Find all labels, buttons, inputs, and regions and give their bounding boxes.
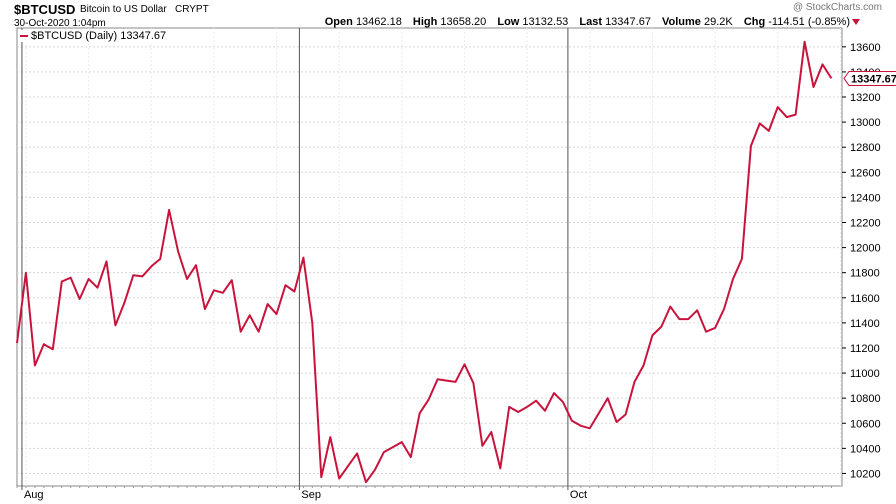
down-arrow-icon xyxy=(852,19,860,25)
y-tick-label: 10800 xyxy=(850,393,881,405)
chart-legend: $BTCUSD (Daily) 13347.67 xyxy=(20,30,167,42)
legend-text: $BTCUSD (Daily) 13347.67 xyxy=(31,30,167,42)
chart-datetime: 30-Oct-2020 1:04pm xyxy=(14,18,106,29)
ohlc-stats: Open 13462.18 High 13658.20 Low 13132.53… xyxy=(325,16,850,28)
low-value: 13132.53 xyxy=(522,16,569,28)
last-value-tag xyxy=(843,70,896,86)
chg-value: -114.51 (-0.85%) xyxy=(768,16,850,28)
price-line-series xyxy=(16,40,833,484)
y-tick-label: 11200 xyxy=(850,343,880,355)
y-tick-label: 12200 xyxy=(850,217,881,229)
y-tick-label: 11800 xyxy=(850,268,880,280)
x-tick-label: Oct xyxy=(570,489,587,501)
last-value: 13347.67 xyxy=(605,16,651,28)
y-tick-label: 12000 xyxy=(850,243,881,255)
volume-label: Volume xyxy=(662,16,701,28)
x-tick-label: Aug xyxy=(24,489,44,501)
exchange-label: CRYPT xyxy=(175,4,209,15)
y-tick-label: 12800 xyxy=(850,142,881,154)
high-label: High xyxy=(412,16,438,28)
y-tick-label: 10400 xyxy=(850,443,881,455)
legend-swatch xyxy=(20,35,28,38)
last-label: Last xyxy=(579,16,602,28)
chart-header: $BTCUSD Bitcoin to US Dollar CRYPT 30-Oc… xyxy=(0,0,896,30)
y-tick-label: 10600 xyxy=(850,418,881,430)
volume-value: 29.2K xyxy=(704,16,733,28)
ticker-description: Bitcoin to US Dollar xyxy=(80,4,167,15)
open-label: Open xyxy=(324,16,353,28)
y-tick-label: 13600 xyxy=(850,42,881,54)
y-tick-label: 12400 xyxy=(850,192,881,204)
y-tick-label: 10200 xyxy=(850,468,881,480)
stockcharts-credit: @ StockCharts.com xyxy=(792,2,882,13)
x-tick-label: Sep xyxy=(301,489,321,501)
open-value: 13462.18 xyxy=(355,16,402,28)
y-tick-label: 13000 xyxy=(850,117,881,129)
y-tick-label: 13200 xyxy=(850,92,881,104)
y-tick-label: 11600 xyxy=(850,293,880,305)
low-label: Low xyxy=(497,16,520,28)
plot-frame xyxy=(16,27,843,487)
ticker-symbol: $BTCUSD xyxy=(14,2,76,17)
y-tick-label: 12600 xyxy=(850,167,881,179)
y-tick-label: 11000 xyxy=(850,368,880,380)
high-value: 13658.20 xyxy=(440,16,487,28)
last-value-label: 13347.67 xyxy=(851,73,896,85)
y-tick-label: 11400 xyxy=(850,318,880,330)
chg-label: Chg xyxy=(743,16,766,28)
